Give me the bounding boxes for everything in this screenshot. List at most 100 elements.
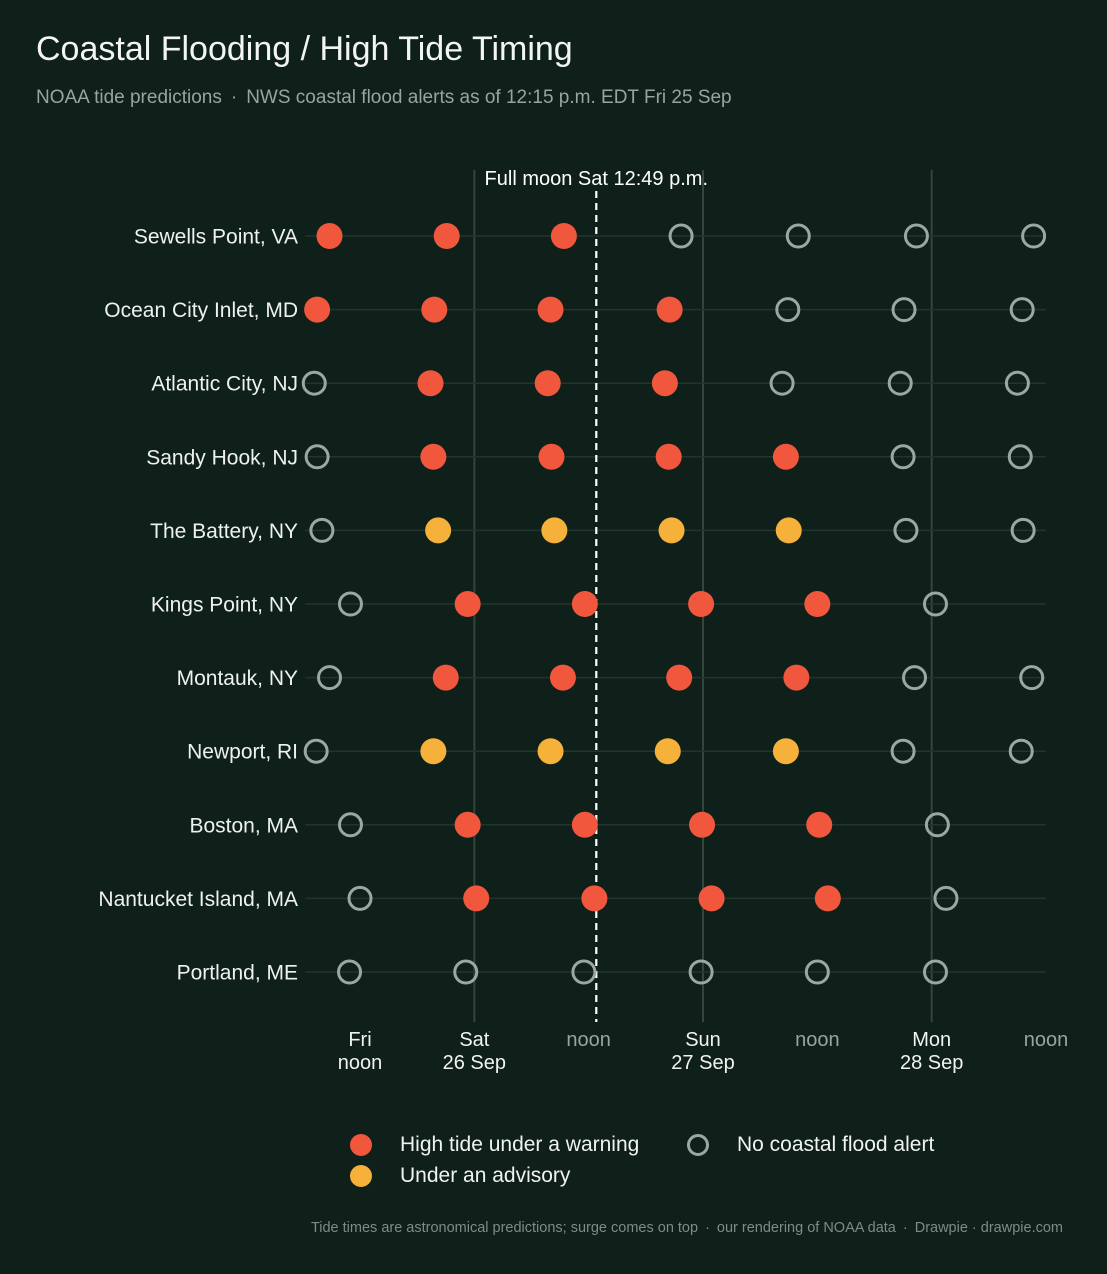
station-label: Sandy Hook, NJ bbox=[146, 446, 298, 469]
tide-point-none bbox=[1021, 223, 1047, 249]
tide-point-none bbox=[1008, 738, 1034, 764]
tide-point-advisory bbox=[541, 517, 568, 544]
station-label: Boston, MA bbox=[189, 814, 298, 837]
tide-point-none bbox=[317, 665, 343, 691]
x-tick-label: Fri bbox=[348, 1029, 371, 1051]
footer-brand: Drawpie · drawpie.com bbox=[914, 1220, 1063, 1236]
tide-point-advisory bbox=[537, 738, 564, 765]
x-tick-label: noon bbox=[566, 1029, 611, 1051]
tide-point-none bbox=[785, 223, 811, 249]
tide-point-advisory bbox=[425, 517, 452, 544]
tide-point-advisory bbox=[775, 517, 802, 544]
station-label: The Battery, NY bbox=[150, 520, 298, 543]
tide-point-none bbox=[303, 738, 329, 764]
tide-point-warning bbox=[421, 296, 448, 323]
tide-point-none bbox=[933, 885, 959, 911]
tide-point-warning bbox=[432, 664, 459, 691]
tide-point-warning bbox=[655, 443, 682, 470]
tide-point-warning bbox=[537, 296, 564, 323]
tide-point-none bbox=[891, 297, 917, 323]
legend-label-none: No coastal flood alert bbox=[737, 1133, 935, 1156]
tide-point-none bbox=[688, 959, 714, 985]
tide-point-warning bbox=[656, 296, 683, 323]
tide-point-none bbox=[887, 370, 913, 396]
tide-point-advisory bbox=[658, 517, 685, 544]
tide-point-none bbox=[804, 959, 830, 985]
tide-point-warning bbox=[304, 296, 331, 323]
tide-point-none bbox=[571, 959, 597, 985]
station-label: Ocean City Inlet, MD bbox=[104, 299, 298, 322]
tide-point-warning bbox=[549, 664, 576, 691]
tide-point-warning bbox=[454, 591, 481, 617]
station-label: Sewells Point, VA bbox=[134, 226, 298, 249]
tide-point-none bbox=[347, 885, 373, 911]
tide-point-warning bbox=[550, 223, 577, 249]
tide-point-none bbox=[769, 370, 795, 396]
tide-point-warning bbox=[571, 811, 598, 838]
x-tick-label: noon bbox=[795, 1029, 840, 1051]
tide-point-none bbox=[922, 591, 948, 617]
tide-point-warning bbox=[783, 664, 810, 691]
footer-credit: our rendering of NOAA data bbox=[716, 1220, 896, 1236]
tide-point-none bbox=[775, 297, 801, 323]
subtitle-alerts: NWS coastal flood alerts as of 12:15 p.m… bbox=[246, 87, 732, 108]
footer-note: Tide times are astronomical predictions;… bbox=[310, 1220, 699, 1236]
subtitle-separator: · bbox=[230, 87, 238, 108]
tide-point-warning bbox=[316, 223, 343, 249]
tide-point-warning bbox=[454, 811, 481, 838]
x-tick-label: noon bbox=[338, 1052, 383, 1074]
station-label: Newport, RI bbox=[187, 741, 298, 764]
station-label: Atlantic City, NJ bbox=[151, 373, 298, 396]
legend-label-advisory: Under an advisory bbox=[400, 1164, 571, 1187]
tide-point-warning bbox=[804, 591, 831, 617]
footer-separator-1: · bbox=[705, 1220, 710, 1236]
legend-item-warning: High tide under a warning bbox=[350, 1133, 639, 1157]
tide-point-none bbox=[668, 223, 694, 249]
tide-point-warning bbox=[417, 370, 444, 397]
tide-point-advisory bbox=[654, 738, 681, 765]
tide-point-warning bbox=[806, 811, 833, 838]
tide-point-none bbox=[1004, 370, 1030, 396]
station-label: Kings Point, NY bbox=[151, 594, 298, 617]
tide-point-warning bbox=[772, 443, 799, 470]
tide-point-none bbox=[922, 959, 948, 985]
x-tick-label: Sun bbox=[685, 1029, 721, 1051]
tide-point-warning bbox=[814, 885, 841, 912]
station-label: Portland, ME bbox=[177, 962, 298, 985]
full-moon-label: Full moon Sat 12:49 p.m. bbox=[485, 168, 708, 190]
tide-point-none bbox=[890, 738, 916, 764]
tide-point-none bbox=[1007, 444, 1033, 470]
tide-point-none bbox=[301, 370, 327, 396]
tide-point-warning bbox=[651, 370, 678, 397]
x-tick-label: noon bbox=[1024, 1029, 1069, 1051]
chart-title: Coastal Flooding / High Tide Timing bbox=[36, 30, 573, 68]
chart-subtitle: NOAA tide predictions · NWS coastal flood … bbox=[36, 87, 732, 109]
tide-point-advisory bbox=[420, 738, 447, 765]
tide-point-warning bbox=[698, 885, 725, 912]
legend-swatch-advisory bbox=[350, 1165, 372, 1187]
tide-point-warning bbox=[688, 591, 715, 617]
station-label: Nantucket Island, MA bbox=[98, 888, 298, 911]
tide-point-none bbox=[304, 444, 330, 470]
x-tick-label: 26 Sep bbox=[443, 1052, 506, 1074]
tide-point-none bbox=[924, 812, 950, 838]
footer-separator-2: · bbox=[902, 1220, 908, 1236]
x-tick-label: 28 Sep bbox=[900, 1052, 963, 1074]
legend-item-advisory: Under an advisory bbox=[350, 1164, 570, 1188]
tide-point-warning bbox=[538, 443, 565, 470]
tide-point-none bbox=[903, 223, 929, 249]
tide-point-none bbox=[309, 517, 335, 543]
tide-point-none bbox=[890, 444, 916, 470]
legend-swatch-warning bbox=[350, 1134, 372, 1156]
tide-point-warning bbox=[666, 664, 693, 691]
tide-point-warning bbox=[571, 591, 598, 617]
x-tick-label: 27 Sep bbox=[671, 1052, 734, 1074]
legend-swatch-none bbox=[687, 1134, 709, 1156]
x-tick-label: Sat bbox=[459, 1029, 489, 1051]
legend-item-none: No coastal flood alert bbox=[687, 1133, 934, 1157]
tide-point-warning bbox=[463, 885, 490, 912]
chart-footer: Tide times are astronomical predictions;… bbox=[311, 1220, 1063, 1236]
tide-point-none bbox=[1019, 665, 1045, 691]
tide-point-advisory bbox=[772, 738, 799, 765]
